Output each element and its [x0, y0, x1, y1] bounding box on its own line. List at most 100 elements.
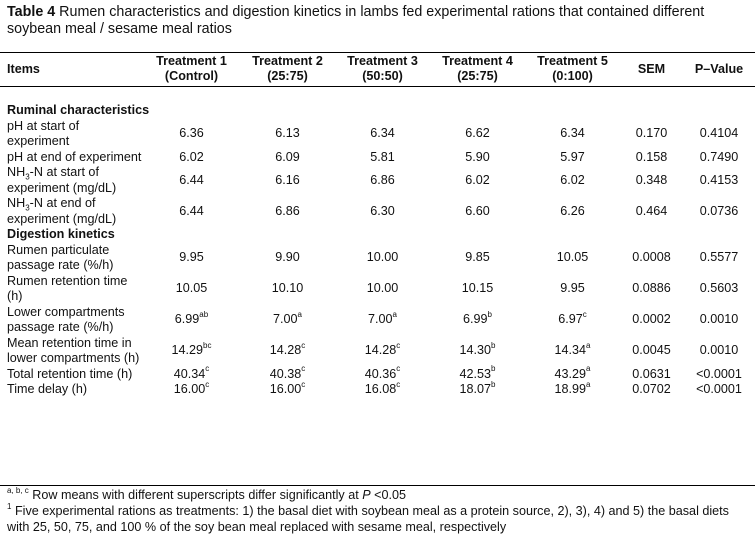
treatment-value-cell: 14.30b — [430, 336, 525, 367]
column-header-title: Items — [7, 61, 40, 76]
treatment-value-cell: 6.16 — [240, 165, 335, 196]
treatment-value: 9.95 — [179, 250, 204, 265]
p-value: 0.4153 — [699, 172, 739, 187]
row-label: Time delay (h) — [0, 382, 143, 398]
treatment-value: 10.05 — [556, 250, 589, 265]
spacer-cell — [0, 87, 755, 104]
treatment-value: 5.90 — [465, 149, 490, 164]
header-row: Items Treatment 1 (Control) Treatment 2 (25:… — [0, 52, 755, 87]
section-header-row: Ruminal characteristics — [0, 103, 755, 119]
column-header-title: Treatment 1 — [156, 54, 227, 68]
treatment-value-cell: 6.13 — [240, 119, 335, 150]
sem-value: 0.0631 — [632, 366, 671, 381]
row-label-text: Lower compartments passage rate (%/h) — [7, 304, 125, 335]
row-label: Mean retention time in lower compartment… — [0, 336, 143, 367]
column-header: SEM — [620, 52, 683, 87]
column-header-title: Treatment 3 — [347, 54, 418, 68]
row-label: pH at end of experiment — [0, 150, 143, 166]
sem-value: 0.0886 — [632, 281, 671, 296]
treatment-value: 14.28 — [364, 343, 397, 358]
treatment-value: 6.62 — [465, 126, 490, 141]
sem-value: 0.158 — [635, 149, 668, 164]
footer-divider — [0, 485, 755, 486]
treatment-value-cell: 7.00a — [240, 305, 335, 336]
section-header-row: Digestion kinetics — [0, 227, 755, 243]
treatment-value-cell: 9.85 — [430, 243, 525, 274]
p-value: <0.0001 — [696, 382, 742, 396]
treatment-value: 10.00 — [366, 250, 399, 265]
footnote-treatments: 1 Five experimental rations as treatment… — [7, 502, 752, 535]
table-row: pH at end of experiment 6.02 6.09 5.81 5.90 5… — [0, 150, 755, 166]
p-value: 0.0010 — [699, 343, 739, 358]
row-label: pH at start of experiment — [0, 119, 143, 150]
row-label-text: Time delay (h) — [7, 382, 88, 396]
treatment-value-cell: 43.29a — [525, 364, 620, 383]
p-value: 0.7490 — [699, 149, 739, 164]
treatment-value: 6.02 — [560, 172, 585, 187]
column-header: Treatment 5 (0:100) — [525, 52, 620, 87]
treatment-value-cell: 5.97 — [525, 150, 620, 166]
row-label: NH3-N at start of experiment (mg/dL) — [0, 165, 143, 196]
treatment-value: 16.00 — [269, 382, 302, 396]
footnote-text: Row means with different superscripts di… — [28, 488, 363, 502]
treatment-value-cell: 10.00 — [335, 274, 430, 305]
row-label-text: NH — [7, 196, 26, 210]
footnote-text: Five experimental rations as treatments:… — [7, 504, 729, 534]
column-header-title: SEM — [637, 61, 666, 76]
sem-value: 0.0045 — [632, 343, 671, 358]
section-title: Digestion kinetics — [7, 227, 115, 241]
footnote-threshold: <0.05 — [370, 488, 406, 502]
treatment-value: 7.00 — [273, 312, 298, 327]
treatment-value-cell: 6.62 — [430, 119, 525, 150]
significance-superscript: b — [491, 341, 496, 351]
treatment-value-cell: 10.10 — [240, 274, 335, 305]
treatment-value-cell: 14.28c — [335, 336, 430, 367]
p-value: 0.5577 — [699, 250, 739, 265]
treatment-value: 14.29 — [171, 343, 204, 358]
column-header: Treatment 4 (25:75) — [430, 52, 525, 87]
treatment-value: 6.86 — [275, 203, 300, 218]
p-value: 0.0736 — [699, 203, 739, 218]
section-title: Ruminal characteristics — [7, 103, 150, 117]
treatment-value-cell: 18.99a — [525, 379, 620, 398]
row-label-subscript: 3 — [25, 172, 30, 182]
treatment-value-cell: 40.38c — [240, 364, 335, 383]
table-label: Table 4 — [7, 4, 56, 20]
treatment-value: 18.99 — [554, 382, 587, 396]
significance-superscript: c — [301, 364, 306, 374]
significance-superscript: bc — [203, 341, 212, 351]
treatment-value: 10.15 — [461, 281, 494, 296]
sem-value: 0.170 — [635, 126, 668, 141]
table-caption: Table 4 Rumen characteristics and digest… — [7, 4, 747, 38]
sem-value: 0.0002 — [632, 312, 671, 327]
column-header-title: Treatment 4 — [442, 54, 513, 68]
significance-superscript: a — [586, 379, 591, 389]
treatment-value-cell: 10.05 — [143, 274, 240, 305]
significance-superscript: c — [205, 379, 210, 389]
treatment-value-cell: 6.02 — [143, 150, 240, 166]
significance-superscript: a — [586, 364, 591, 374]
treatment-value: 40.36 — [364, 366, 397, 381]
significance-superscript: c — [582, 310, 587, 320]
row-label-text: Rumen retention time (h) — [7, 273, 128, 304]
treatment-value-cell: 6.97c — [525, 305, 620, 336]
footnote-superscript: a, b, c — [7, 485, 29, 495]
treatment-value: 6.86 — [370, 172, 395, 187]
table-row: Lower compartments passage rate (%/h) 6.9… — [0, 305, 755, 336]
treatment-value: 40.34 — [173, 366, 206, 381]
significance-superscript: c — [205, 364, 210, 374]
treatment-value-cell: 6.99b — [430, 305, 525, 336]
treatment-value: 9.95 — [560, 281, 585, 296]
sem-value: 0.0008 — [632, 250, 671, 265]
treatment-value: 6.60 — [465, 203, 490, 218]
table-row: Total retention time (h) 40.34c 40.38c 40.3… — [0, 364, 755, 383]
treatment-value-cell: 16.00c — [143, 379, 240, 398]
row-label-text: Total retention time (h) — [7, 366, 133, 381]
treatment-value: 16.00 — [173, 382, 206, 396]
treatment-value: 14.28 — [269, 343, 302, 358]
row-label-text: -N at end of experiment (mg/dL) — [7, 196, 117, 226]
row-label-text: pH at start of experiment — [7, 118, 80, 149]
row-label: Rumen particulate passage rate (%/h) — [0, 243, 143, 274]
treatment-value-cell: 6.44 — [143, 165, 240, 196]
treatment-value-cell: 10.05 — [525, 243, 620, 274]
